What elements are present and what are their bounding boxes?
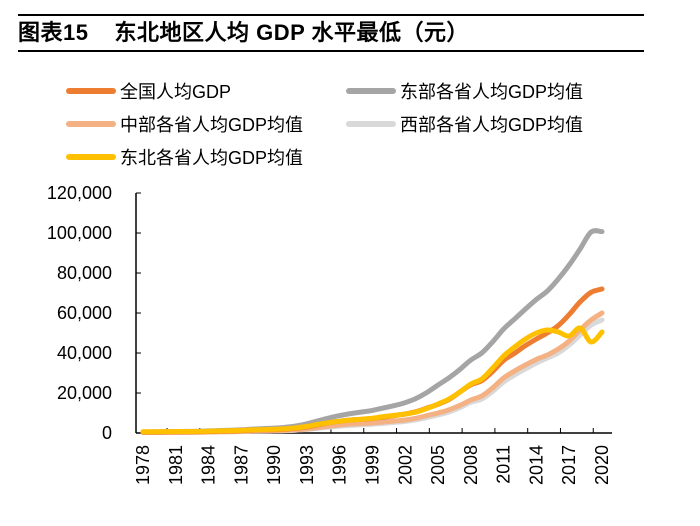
legend: 全国人均GDP 东部各省人均GDP均值 中部各省人均GDP均值 西部各省人均GD… [66, 76, 646, 176]
x-tick-label: 1987 [231, 445, 251, 485]
legend-item-east: 东部各省人均GDP均值 [346, 76, 583, 106]
legend-item-central: 中部各省人均GDP均值 [66, 109, 303, 139]
x-tick-label: 1981 [166, 445, 186, 485]
x-tick-label: 1999 [363, 445, 383, 485]
x-tick-label: 2011 [494, 445, 514, 484]
title-top-rule [18, 14, 644, 16]
figure-number: 图表15 [18, 20, 89, 45]
east-gdp-line [140, 228, 605, 435]
title-bottom-rule [18, 50, 644, 52]
x-tick-label: 1990 [264, 445, 284, 485]
legend-swatch-national [66, 88, 116, 94]
legend-swatch-east [346, 88, 396, 94]
legend-swatch-northeast [66, 154, 116, 160]
legend-item-west: 西部各省人均GDP均值 [346, 109, 583, 139]
legend-label-national: 全国人均GDP [120, 82, 232, 102]
legend-swatch-central [66, 121, 116, 127]
northeast-gdp-line [140, 325, 605, 435]
legend-label-northeast: 东北各省人均GDP均值 [120, 148, 304, 168]
chart-title: 图表15 东北地区人均 GDP 水平最低（元） [18, 17, 469, 49]
x-tick-label: 2002 [395, 445, 415, 485]
legend-label-east: 东部各省人均GDP均值 [400, 82, 584, 102]
axes: 0 20,000 40,000 60,000 80,000 100,000 120,000 1… [47, 183, 612, 485]
series-lines [140, 228, 605, 435]
x-tick-label: 1978 [133, 445, 153, 485]
x-tick-label: 2017 [559, 445, 579, 485]
legend-swatch-west [346, 121, 396, 127]
y-tick-label: 120,000 [47, 183, 112, 203]
legend-item-national: 全国人均GDP [66, 76, 231, 106]
x-tick-label: 1984 [199, 445, 219, 485]
y-tick-label: 20,000 [57, 383, 112, 403]
y-tick-label: 100,000 [47, 223, 112, 243]
legend-label-west: 西部各省人均GDP均值 [400, 115, 584, 135]
figure-title-text: 东北地区人均 GDP 水平最低（元） [114, 20, 469, 45]
y-tick-label: 80,000 [57, 263, 112, 283]
legend-label-central: 中部各省人均GDP均值 [120, 115, 304, 135]
y-tick-label: 0 [102, 423, 112, 443]
x-tick-label: 1996 [330, 445, 350, 485]
y-tick-label: 40,000 [57, 343, 112, 363]
x-tick-label: 2014 [526, 445, 546, 485]
central-gdp-line [140, 310, 605, 435]
x-tick-label: 1993 [297, 445, 317, 485]
legend-item-northeast: 东北各省人均GDP均值 [66, 142, 303, 172]
x-tick-label: 2008 [461, 445, 481, 485]
y-tick-label: 60,000 [57, 303, 112, 323]
x-tick-label: 2005 [428, 445, 448, 485]
x-tick-label: 2020 [592, 445, 612, 485]
